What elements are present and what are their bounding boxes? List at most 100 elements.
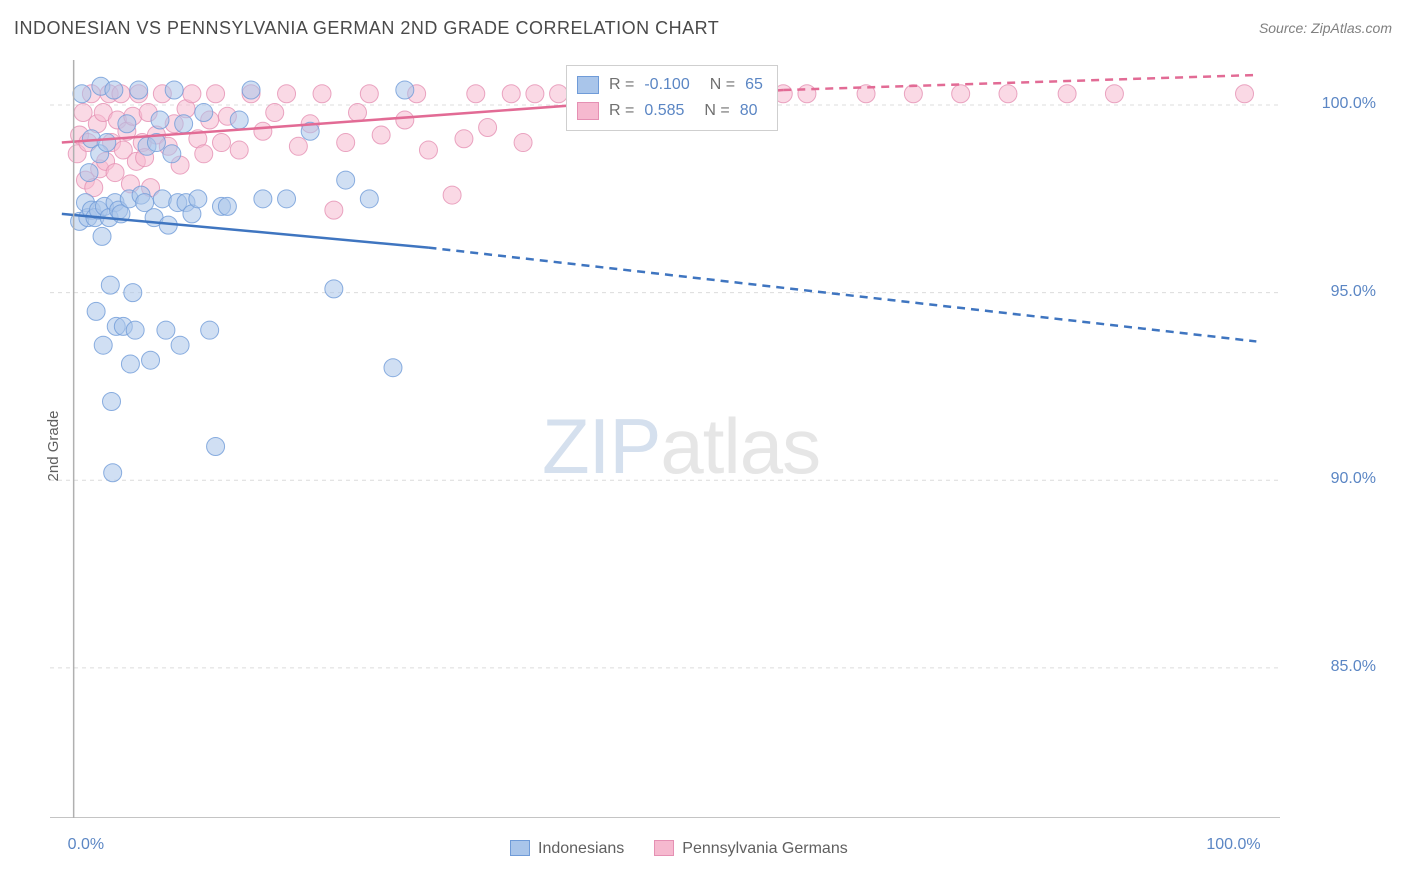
trendline-series2-dashed (783, 75, 1256, 90)
point-series1 (396, 81, 414, 99)
point-series2 (904, 85, 922, 103)
plot-svg (50, 60, 1280, 818)
point-series2 (443, 186, 461, 204)
point-series1 (163, 145, 181, 163)
point-series2 (798, 85, 816, 103)
point-series1 (201, 321, 219, 339)
point-series2 (550, 85, 568, 103)
point-series2 (195, 145, 213, 163)
point-series1 (104, 464, 122, 482)
legend-label: Pennsylvania Germans (682, 840, 847, 857)
point-series2 (419, 141, 437, 159)
point-series1 (142, 351, 160, 369)
ytick-label: 90.0% (1286, 470, 1376, 488)
point-series2 (372, 126, 390, 144)
point-series2 (479, 119, 497, 137)
point-series2 (212, 134, 230, 152)
point-series1 (121, 355, 139, 373)
point-series2 (266, 104, 284, 122)
point-series1 (165, 81, 183, 99)
rbox-swatch (577, 76, 599, 94)
point-series1 (171, 336, 189, 354)
legend-swatch (654, 840, 674, 856)
point-series2 (952, 85, 970, 103)
point-series1 (325, 280, 343, 298)
point-series2 (1058, 85, 1076, 103)
rbox-swatch (577, 102, 599, 120)
point-series2 (999, 85, 1017, 103)
n-label: N = (710, 72, 735, 98)
point-series2 (1236, 85, 1254, 103)
point-series1 (130, 81, 148, 99)
point-series1 (93, 227, 111, 245)
xtick-label: 100.0% (1206, 836, 1260, 854)
point-series2 (360, 85, 378, 103)
point-series2 (467, 85, 485, 103)
point-series1 (360, 190, 378, 208)
point-series1 (105, 81, 123, 99)
rbox-row: R = 0.585 N = 80 (577, 98, 763, 124)
n-value: 80 (740, 98, 758, 124)
point-series2 (349, 104, 367, 122)
legend-label: Indonesians (538, 840, 624, 857)
point-series1 (126, 321, 144, 339)
legend-item: Indonesians (510, 840, 624, 858)
point-series1 (254, 190, 272, 208)
point-series1 (80, 164, 98, 182)
xtick-label: 0.0% (68, 836, 104, 854)
point-series2 (514, 134, 532, 152)
trendline-series1-dashed (428, 248, 1256, 342)
point-series2 (278, 85, 296, 103)
point-series1 (98, 134, 116, 152)
point-series2 (325, 201, 343, 219)
point-series2 (526, 85, 544, 103)
point-series1 (94, 336, 112, 354)
n-label: N = (704, 98, 729, 124)
n-value: 65 (745, 72, 763, 98)
point-series2 (230, 141, 248, 159)
point-series1 (384, 359, 402, 377)
point-series1 (195, 104, 213, 122)
trendline-series1 (62, 214, 429, 248)
point-series2 (183, 85, 201, 103)
point-series2 (396, 111, 414, 129)
point-series1 (101, 276, 119, 294)
ytick-label: 95.0% (1286, 283, 1376, 301)
ytick-label: 100.0% (1286, 95, 1376, 113)
point-series2 (254, 122, 272, 140)
point-series1 (124, 284, 142, 302)
point-series2 (207, 85, 225, 103)
point-series2 (106, 164, 124, 182)
point-series1 (218, 197, 236, 215)
source-label: Source: ZipAtlas.com (1259, 20, 1392, 36)
r-label: R = (609, 98, 634, 124)
point-series1 (73, 85, 91, 103)
r-value: -0.100 (644, 72, 689, 98)
point-series1 (151, 111, 169, 129)
point-series2 (337, 134, 355, 152)
point-series1 (157, 321, 175, 339)
rbox-row: R = -0.100 N = 65 (577, 72, 763, 98)
point-series1 (118, 115, 136, 133)
legend-item: Pennsylvania Germans (654, 840, 847, 858)
point-series1 (87, 302, 105, 320)
point-series2 (313, 85, 331, 103)
correlation-stats-box: R =-0.100N =65R = 0.585N =80 (566, 65, 778, 131)
point-series1 (278, 190, 296, 208)
point-series1 (103, 392, 121, 410)
chart-root: INDONESIAN VS PENNSYLVANIA GERMAN 2ND GR… (0, 0, 1406, 892)
point-series2 (455, 130, 473, 148)
r-value: 0.585 (644, 98, 684, 124)
point-series1 (207, 438, 225, 456)
legend-swatch (510, 840, 530, 856)
point-series1 (189, 190, 207, 208)
point-series1 (230, 111, 248, 129)
point-series2 (502, 85, 520, 103)
r-label: R = (609, 72, 634, 98)
ytick-label: 85.0% (1286, 658, 1376, 676)
point-series1 (337, 171, 355, 189)
point-series1 (242, 81, 260, 99)
legend-bottom: Indonesians Pennsylvania Germans (510, 840, 848, 858)
plot-area (50, 60, 1280, 818)
point-series2 (1105, 85, 1123, 103)
